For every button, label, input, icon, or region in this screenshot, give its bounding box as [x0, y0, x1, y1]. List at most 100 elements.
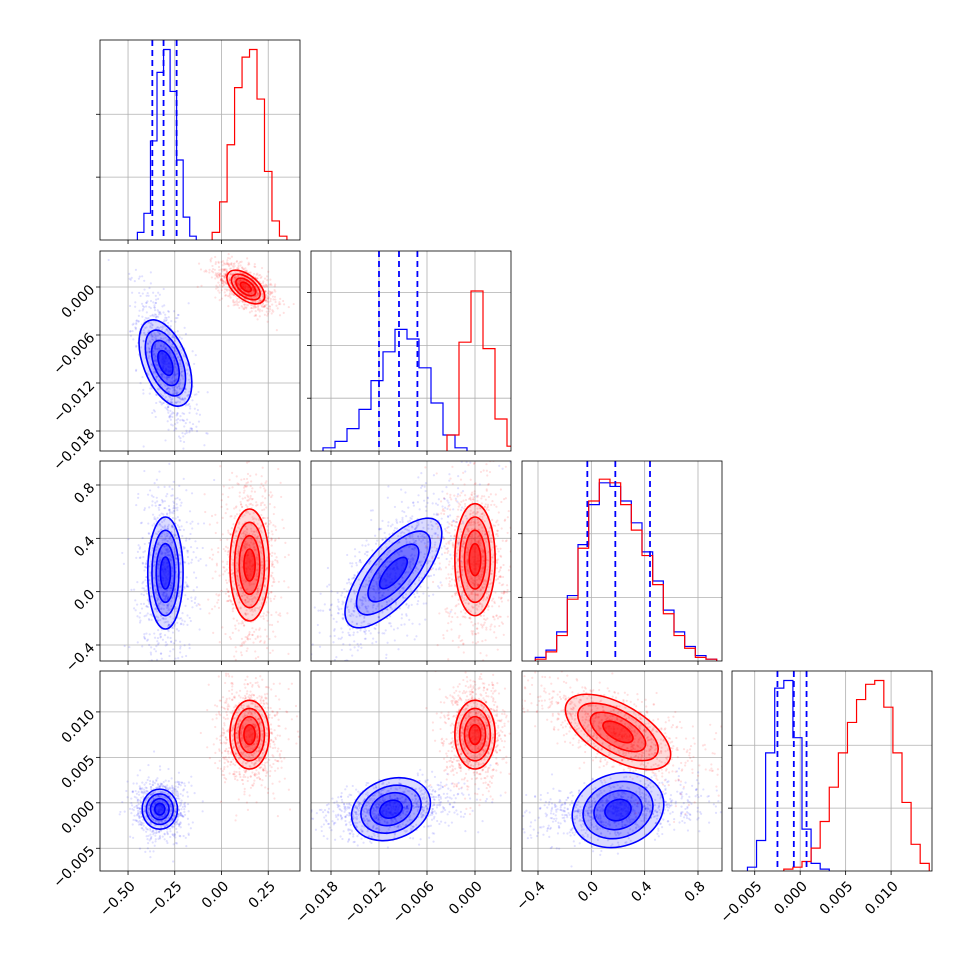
scatter-point: [194, 408, 196, 410]
scatter-point: [182, 419, 184, 421]
scatter-point: [255, 657, 257, 659]
scatter-point: [143, 603, 145, 605]
scatter-point: [246, 647, 248, 649]
scatter-point: [347, 686, 349, 688]
scatter-point: [137, 641, 139, 643]
scatter-point: [153, 304, 155, 306]
scatter-point: [348, 578, 350, 580]
scatter-point: [130, 335, 132, 337]
scatter-point: [205, 564, 207, 566]
scatter-point: [174, 623, 176, 625]
scatter-point: [438, 498, 440, 500]
scatter-point: [254, 638, 256, 640]
scatter-point: [420, 586, 422, 588]
scatter-point: [134, 301, 136, 303]
scatter-point: [236, 260, 238, 262]
scatter-point: [184, 605, 186, 607]
scatter-point: [137, 320, 139, 322]
scatter-point: [355, 562, 357, 564]
scatter-point: [447, 573, 449, 575]
scatter-point: [150, 652, 152, 654]
scatter-point: [123, 563, 125, 565]
scatter-point: [396, 522, 398, 524]
scatter-point: [346, 590, 348, 592]
scatter-point: [279, 482, 281, 484]
scatter-point: [481, 502, 483, 504]
scatter-point: [191, 559, 193, 561]
scatter-point: [144, 507, 146, 509]
scatter-point: [134, 306, 136, 308]
scatter-point: [179, 419, 181, 421]
scatter-point: [486, 455, 488, 457]
scatter-point: [198, 263, 200, 265]
scatter-point: [275, 556, 277, 558]
scatter-point: [216, 564, 218, 566]
scatter-point: [265, 506, 267, 508]
scatter-point: [454, 529, 456, 531]
scatter-point: [212, 663, 214, 665]
scatter-point: [251, 504, 253, 506]
scatter-point: [416, 603, 418, 605]
scatter-point: [447, 521, 449, 523]
scatter-point: [254, 491, 256, 493]
scatter-point: [458, 502, 460, 504]
scatter-point: [164, 314, 166, 316]
scatter-point: [179, 617, 181, 619]
scatter-point: [415, 635, 417, 637]
scatter-point: [173, 502, 175, 504]
scatter-point: [263, 642, 265, 644]
scatter-point: [267, 517, 269, 519]
scatter-point: [396, 527, 398, 529]
scatter-point: [273, 581, 275, 583]
scatter-point: [423, 602, 425, 604]
scatter-point: [268, 310, 270, 312]
scatter-point: [173, 481, 175, 483]
scatter-point: [246, 257, 248, 259]
scatter-point: [142, 551, 144, 553]
scatter-point: [208, 612, 210, 614]
scatter-point: [245, 306, 247, 308]
scatter-point: [238, 622, 240, 624]
scatter-point: [216, 276, 218, 278]
scatter-point: [154, 677, 156, 679]
scatter-point: [226, 569, 228, 571]
scatter-point: [204, 493, 206, 495]
scatter-point: [271, 533, 273, 535]
scatter-point: [172, 648, 174, 650]
scatter-point: [264, 497, 266, 499]
scatter-point: [195, 556, 197, 558]
scatter-point: [193, 589, 195, 591]
scatter-point: [337, 612, 339, 614]
scatter-point: [152, 292, 154, 294]
scatter-point: [244, 640, 246, 642]
scatter-point: [378, 528, 380, 530]
scatter-point: [250, 485, 252, 487]
scatter-point: [283, 303, 285, 305]
scatter-point: [143, 594, 145, 596]
scatter-point: [302, 664, 304, 666]
scatter-point: [146, 300, 148, 302]
scatter-point: [129, 330, 131, 332]
scatter-point: [391, 524, 393, 526]
scatter-point: [451, 466, 453, 468]
scatter-point: [233, 517, 235, 519]
scatter-point: [451, 595, 453, 597]
scatter-point: [262, 284, 264, 286]
scatter-point: [257, 635, 259, 637]
scatter-point: [450, 585, 452, 587]
scatter-point: [187, 551, 189, 553]
scatter-point: [181, 612, 183, 614]
scatter-point: [287, 684, 289, 686]
scatter-point: [144, 668, 146, 670]
scatter-point: [149, 633, 151, 635]
scatter-point: [168, 463, 170, 465]
scatter-point: [257, 306, 259, 308]
scatter-point: [150, 300, 152, 302]
scatter-point: [268, 592, 270, 594]
scatter-point: [382, 539, 384, 541]
scatter-point: [196, 586, 198, 588]
scatter-panel-2-0: [100, 436, 300, 716]
scatter-point: [262, 495, 264, 497]
scatter-point: [421, 485, 423, 487]
scatter-point: [182, 435, 184, 437]
